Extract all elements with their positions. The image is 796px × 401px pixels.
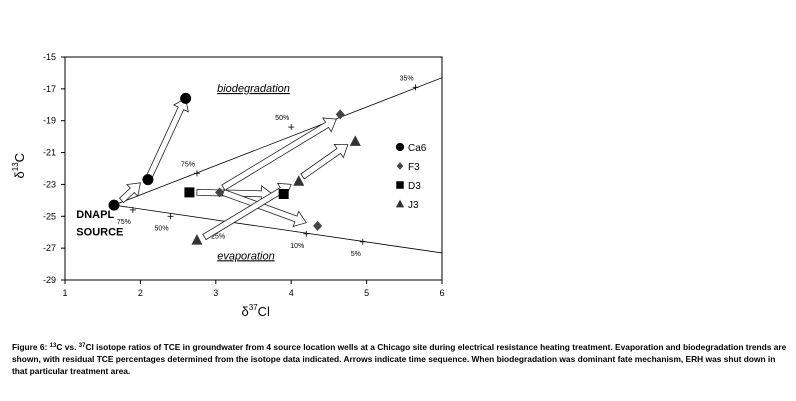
legend-marker-j3 [395, 199, 405, 208]
source-label-line2: SOURCE [76, 226, 123, 238]
evaporation-trend-line [113, 204, 442, 254]
caption-prefix: Figure 6: [12, 342, 50, 352]
biodegradation-trend-line [113, 77, 442, 206]
y-tick-label: -23 [43, 179, 56, 189]
evaporation-label: evaporation [217, 250, 275, 262]
y-tick-label: -21 [43, 148, 56, 158]
trend-percent-label: 25% [211, 233, 225, 240]
time-sequence-arrow [300, 143, 349, 180]
legend-label-d3: D3 [408, 181, 421, 192]
biodegradation-label: biodegradation [217, 83, 290, 95]
time-sequence-arrow [221, 117, 337, 191]
d3-point [184, 187, 195, 198]
legend-label-ca6: Ca6 [408, 143, 427, 154]
caption-c13-text: C vs. [56, 342, 79, 352]
ca6-point [142, 174, 154, 186]
source-label-line1: DNAPL [76, 209, 114, 221]
j3-point [293, 175, 305, 186]
trend-percent-label: 35% [400, 75, 414, 82]
f3-point [335, 109, 345, 120]
time-sequence-arrow [118, 182, 141, 204]
caption-cl37-superscript: 37 [78, 343, 86, 349]
y-axis-label: δ13C [11, 153, 27, 179]
trend-percent-label: 10% [290, 243, 304, 250]
legend-marker-d3 [396, 181, 404, 189]
y-tick-label: -25 [43, 211, 56, 221]
x-tick-label: 1 [62, 288, 67, 298]
trend-percent-label: 75% [117, 219, 131, 226]
y-tick-label: -17 [43, 84, 56, 94]
chart: -15 -17 -19 -21 -23 -25 -27 -29 1 2 3 4 5 6 δ37Cl δ13C 7… [11, 52, 445, 319]
x-axis-label: δ37Cl [242, 303, 271, 319]
x-tick-label: 4 [289, 288, 294, 298]
series-j3 [191, 135, 361, 245]
series-f3 [215, 109, 345, 231]
trend-percent-label: 50% [155, 225, 169, 232]
figure-caption: Figure 6: 13C vs. 37Cl isotope ratios of… [12, 340, 787, 377]
f3-point [215, 187, 225, 198]
caption-c13-superscript: 13 [49, 343, 57, 349]
trend-percent-label: 50% [275, 115, 289, 122]
legend-label-f3: F3 [408, 162, 420, 173]
legend-label-j3: J3 [408, 200, 419, 211]
caption-body: Cl isotope ratios of TCE in groundwater … [12, 342, 787, 376]
j3-point [349, 135, 361, 146]
y-tick-label: -29 [43, 275, 56, 285]
legend-marker-ca6 [395, 142, 405, 152]
series-d3 [184, 187, 289, 199]
time-sequence-arrow [221, 189, 307, 227]
x-tick-label: 5 [364, 288, 369, 298]
series-ca6 [108, 92, 192, 211]
d3-point [278, 188, 289, 199]
y-tick-label: -15 [43, 52, 56, 62]
y-tick-label: -19 [43, 116, 56, 126]
time-sequence-arrow [144, 97, 189, 182]
plot-frame [64, 56, 443, 281]
x-tick-label: 2 [138, 288, 143, 298]
y-axis-label-group: δ13C [11, 153, 27, 179]
y-tick-label: -27 [43, 243, 56, 253]
ca6-point [108, 199, 120, 211]
ca6-point [180, 92, 192, 104]
x-tick-label: 6 [439, 288, 444, 298]
legend-marker-f3 [396, 162, 404, 170]
f3-point [313, 220, 323, 231]
j3-point [191, 234, 203, 245]
x-tick-label: 3 [213, 288, 218, 298]
trend-percent-label: 5% [351, 251, 361, 258]
trend-percent-label: 75% [181, 161, 195, 168]
